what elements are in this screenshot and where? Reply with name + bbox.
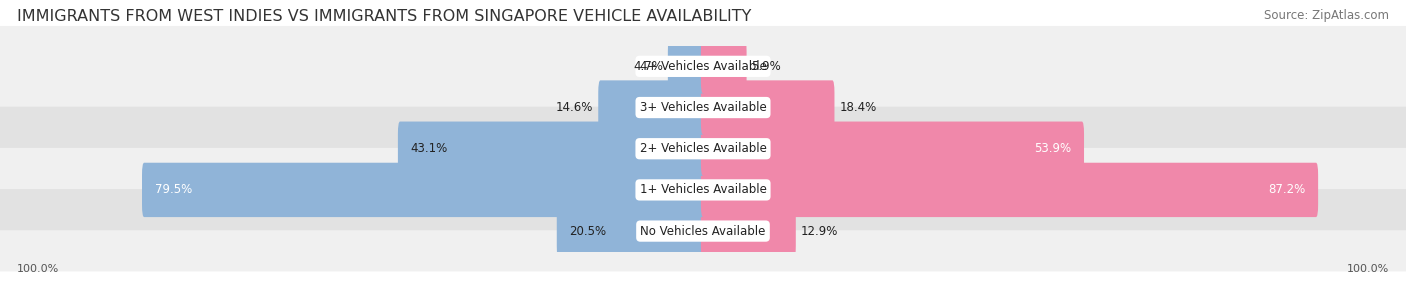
Text: 20.5%: 20.5%	[569, 225, 606, 238]
FancyBboxPatch shape	[0, 108, 1406, 189]
FancyBboxPatch shape	[398, 122, 706, 176]
FancyBboxPatch shape	[700, 39, 747, 94]
FancyBboxPatch shape	[599, 80, 706, 135]
FancyBboxPatch shape	[700, 80, 835, 135]
FancyBboxPatch shape	[700, 122, 1084, 176]
Text: 3+ Vehicles Available: 3+ Vehicles Available	[640, 101, 766, 114]
Text: 1+ Vehicles Available: 1+ Vehicles Available	[640, 183, 766, 196]
FancyBboxPatch shape	[700, 163, 1319, 217]
Text: 4+ Vehicles Available: 4+ Vehicles Available	[640, 60, 766, 73]
Text: 4.7%: 4.7%	[633, 60, 664, 73]
Text: Source: ZipAtlas.com: Source: ZipAtlas.com	[1264, 9, 1389, 21]
Text: 43.1%: 43.1%	[411, 142, 447, 155]
Text: IMMIGRANTS FROM WEST INDIES VS IMMIGRANTS FROM SINGAPORE VEHICLE AVAILABILITY: IMMIGRANTS FROM WEST INDIES VS IMMIGRANT…	[17, 9, 751, 23]
FancyBboxPatch shape	[0, 26, 1406, 107]
Text: 87.2%: 87.2%	[1268, 183, 1305, 196]
Text: No Vehicles Available: No Vehicles Available	[640, 225, 766, 238]
FancyBboxPatch shape	[142, 163, 704, 217]
FancyBboxPatch shape	[0, 67, 1406, 148]
Text: 79.5%: 79.5%	[155, 183, 191, 196]
FancyBboxPatch shape	[668, 39, 706, 94]
Text: 100.0%: 100.0%	[1347, 264, 1389, 274]
Text: 18.4%: 18.4%	[839, 101, 876, 114]
Text: 12.9%: 12.9%	[801, 225, 838, 238]
FancyBboxPatch shape	[0, 150, 1406, 230]
Text: 5.9%: 5.9%	[752, 60, 782, 73]
FancyBboxPatch shape	[557, 204, 706, 258]
Text: 14.6%: 14.6%	[555, 101, 593, 114]
FancyBboxPatch shape	[0, 191, 1406, 271]
Text: 2+ Vehicles Available: 2+ Vehicles Available	[640, 142, 766, 155]
Text: 100.0%: 100.0%	[17, 264, 59, 274]
FancyBboxPatch shape	[700, 204, 796, 258]
Text: 53.9%: 53.9%	[1035, 142, 1071, 155]
